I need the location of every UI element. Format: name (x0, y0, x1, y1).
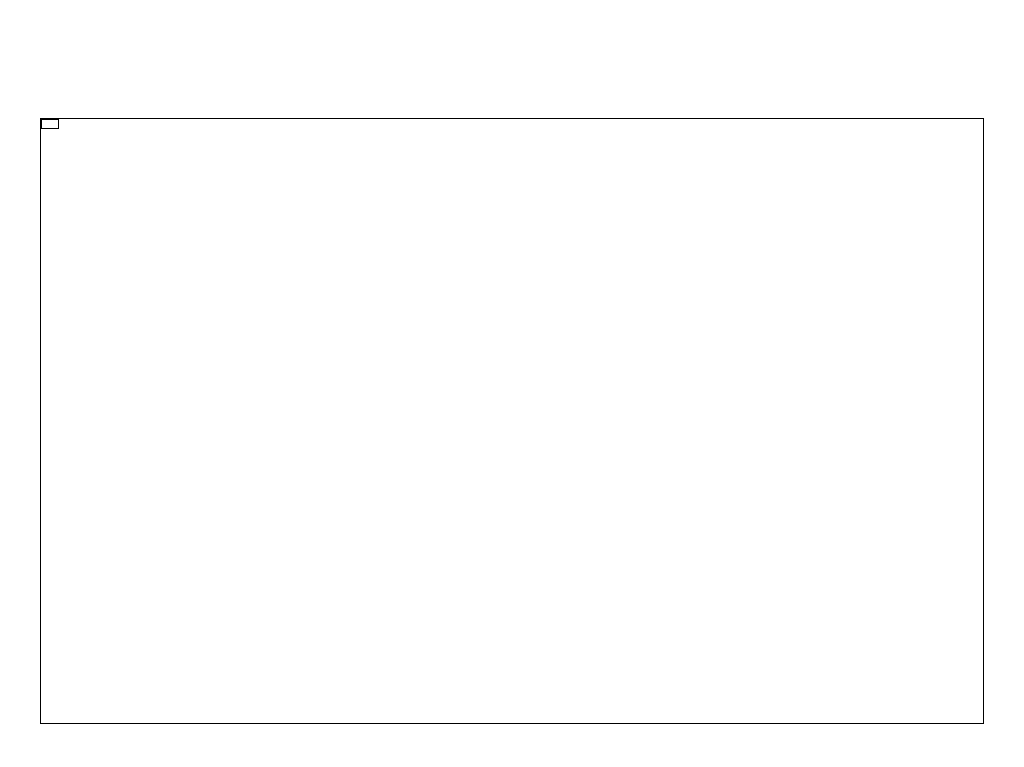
page-title (0, 0, 1024, 26)
box-activity (41, 119, 59, 129)
diagram-frame (40, 118, 984, 724)
